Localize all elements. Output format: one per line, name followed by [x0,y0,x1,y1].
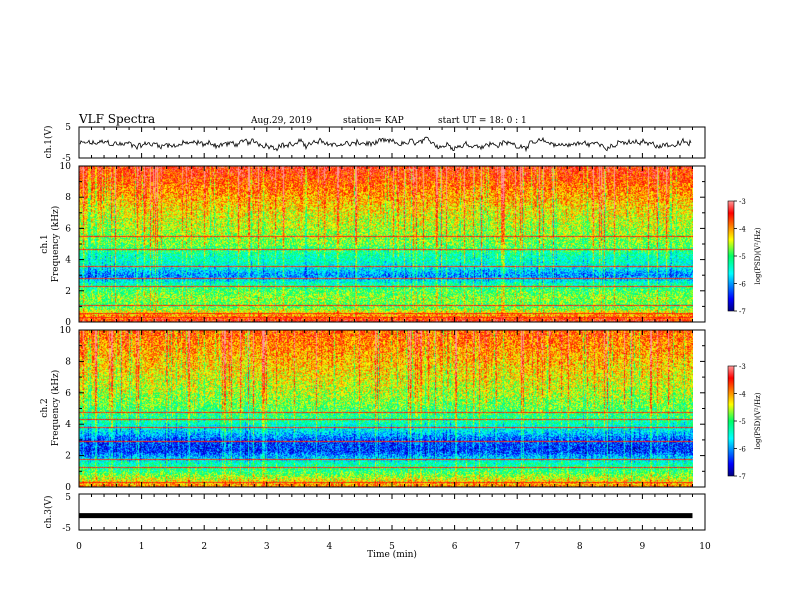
time-tick-label: 2 [201,542,207,552]
ch1-colorbar-label: log(PSD)(V²/Hz) [754,227,762,284]
ch1-spectrogram-panel: ch.1 Frequency (kHz) 0 2 4 6 8 10 [40,162,706,328]
ch2-spectrogram-image [79,330,693,487]
colorbar-tick-label: -5 [739,418,746,426]
ch1-waveform-ylabel: ch.1(V) [43,126,54,159]
ch3-waveform-frame [78,493,706,531]
frequency-tick-label: 10 [60,162,72,172]
frequency-tick-label: 0 [65,483,71,493]
frequency-tick-label: 2 [65,452,71,462]
ch1-colorbar-gradient [727,200,735,312]
time-tick-label: 7 [514,542,520,552]
frequency-tick-label: 4 [65,420,71,430]
time-tick-label: 1 [139,542,145,552]
colorbar-tick-label: -7 [739,308,746,316]
frequency-tick-label: 6 [65,224,71,234]
frequency-tick-label: 2 [65,287,71,297]
ch3-waveform-panel: 5 -5 ch.3(V) [43,493,706,534]
colorbar-tick-label: -6 [739,281,746,289]
colorbar-tick-label: -4 [739,226,746,234]
ch2-spectrogram-ylabel: Frequency (kHz) [50,370,61,447]
ch2-colorbar-gradient [727,365,735,477]
time-tick-label: 0 [76,542,82,552]
colorbar-tick-label: -6 [739,446,746,454]
date-label: Aug.29, 2019 [250,116,312,126]
station-label: station= KAP [343,116,404,126]
ch1-waveform-line [79,136,692,153]
ch1-waveform-frame [78,126,706,159]
ch2-colorbar: -3 -4 -5 -6 -7 log(PSD)(V²/Hz) [727,363,762,481]
ch3-ytick-bottom: -5 [62,524,71,534]
ch1-ytick-top: 5 [65,123,71,133]
ch3-ytick-top: 5 [65,493,71,503]
frequency-tick-label: 6 [65,389,71,399]
colorbar-tick-label: -4 [739,391,746,399]
ch2-spectrogram-panel: ch.2 Frequency (kHz) 0 2 4 6 8 10 [40,326,706,493]
ch3-waveform-ylabel: ch.3(V) [43,496,54,529]
colorbar-tick-label: -3 [739,198,746,206]
frequency-tick-label: 8 [65,357,71,367]
ch1-spectrogram-ylabel-channel: ch.1 [40,234,50,253]
ch1-spectrogram-image [79,166,693,322]
frequency-tick-label: 0 [65,318,71,328]
colorbar-tick-label: -3 [739,363,746,371]
time-axis: 0 1 2 3 4 5 6 7 8 9 10 [76,542,711,552]
frequency-tick-label: 4 [65,256,71,266]
time-tick-label: 4 [327,542,333,552]
ch1-ytick-bottom: -5 [62,154,71,164]
ch1-waveform-panel: 5 -5 ch.1(V) [43,123,706,164]
time-tick-label: 10 [699,542,711,552]
colorbar-tick-label: -5 [739,253,746,261]
time-tick-label: 5 [389,542,395,552]
colorbar-tick-label: -7 [739,473,746,481]
ch1-spectrogram-ylabel: Frequency (kHz) [50,206,61,283]
time-tick-label: 3 [264,542,270,552]
start-ut-label: start UT = 18: 0 : 1 [438,116,527,126]
frequency-tick-label: 8 [65,193,71,203]
frequency-tick-label: 10 [60,326,72,336]
ch2-colorbar-label: log(PSD)(V²/Hz) [754,392,762,449]
ch2-spectrogram-ylabel-channel: ch.2 [40,398,50,417]
time-axis-label: Time (min) [367,549,417,560]
time-tick-label: 9 [640,542,646,552]
time-tick-label: 6 [452,542,458,552]
time-tick-label: 8 [577,542,583,552]
ch1-colorbar: -3 -4 -5 -6 -7 log(PSD)(V²/Hz) [727,198,762,316]
figure-title: VLF Spectra [78,112,155,126]
